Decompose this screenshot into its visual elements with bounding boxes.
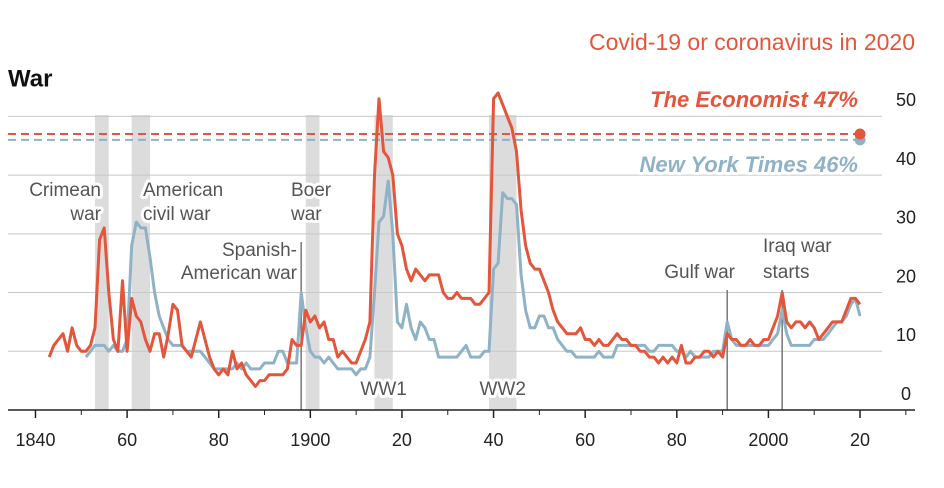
event-label: American war [181, 263, 298, 284]
period-label: American [143, 180, 223, 201]
period-band [95, 115, 109, 410]
period-label: Crimean [29, 180, 101, 201]
x-tick-label: 80 [209, 430, 229, 450]
event-label: Spanish- [222, 240, 297, 261]
event-label: starts [763, 262, 809, 283]
x-tick-label: 1900 [290, 430, 330, 450]
period-label: WW2 [480, 379, 526, 400]
y-tick-label: 30 [896, 208, 916, 228]
reference-label: The Economist 47% [650, 87, 858, 112]
reference-dot [854, 128, 866, 140]
reference-label: New York Times 46% [640, 152, 859, 177]
x-tick-label: 20 [850, 430, 870, 450]
y-tick-label: 0 [901, 384, 911, 404]
period-label: civil war [143, 204, 211, 225]
y-tick-label: 50 [896, 90, 916, 110]
x-tick-label: 40 [484, 430, 504, 450]
period-band [131, 115, 151, 410]
y-tick-label: 20 [896, 266, 916, 286]
period-label: WW1 [360, 379, 406, 400]
x-tick-label: 1840 [15, 430, 55, 450]
event-label: Gulf war [664, 262, 735, 283]
event-label: Iraq war [763, 236, 832, 257]
chart-title: War [8, 65, 52, 92]
period-label: Boer [291, 180, 332, 201]
x-tick-label: 2000 [748, 430, 788, 450]
reference-title: Covid-19 or coronavirus in 2020 [589, 29, 915, 55]
y-tick-label: 40 [896, 149, 916, 169]
x-tick-label: 60 [575, 430, 595, 450]
x-tick-label: 20 [392, 430, 412, 450]
period-label: war [69, 204, 101, 225]
x-tick-label: 80 [667, 430, 687, 450]
y-tick-label: 10 [896, 325, 916, 345]
period-label: war [290, 204, 322, 225]
x-tick-label: 60 [117, 430, 137, 450]
series-line [47, 91, 862, 388]
period-band [305, 115, 320, 410]
period-band [488, 115, 517, 410]
